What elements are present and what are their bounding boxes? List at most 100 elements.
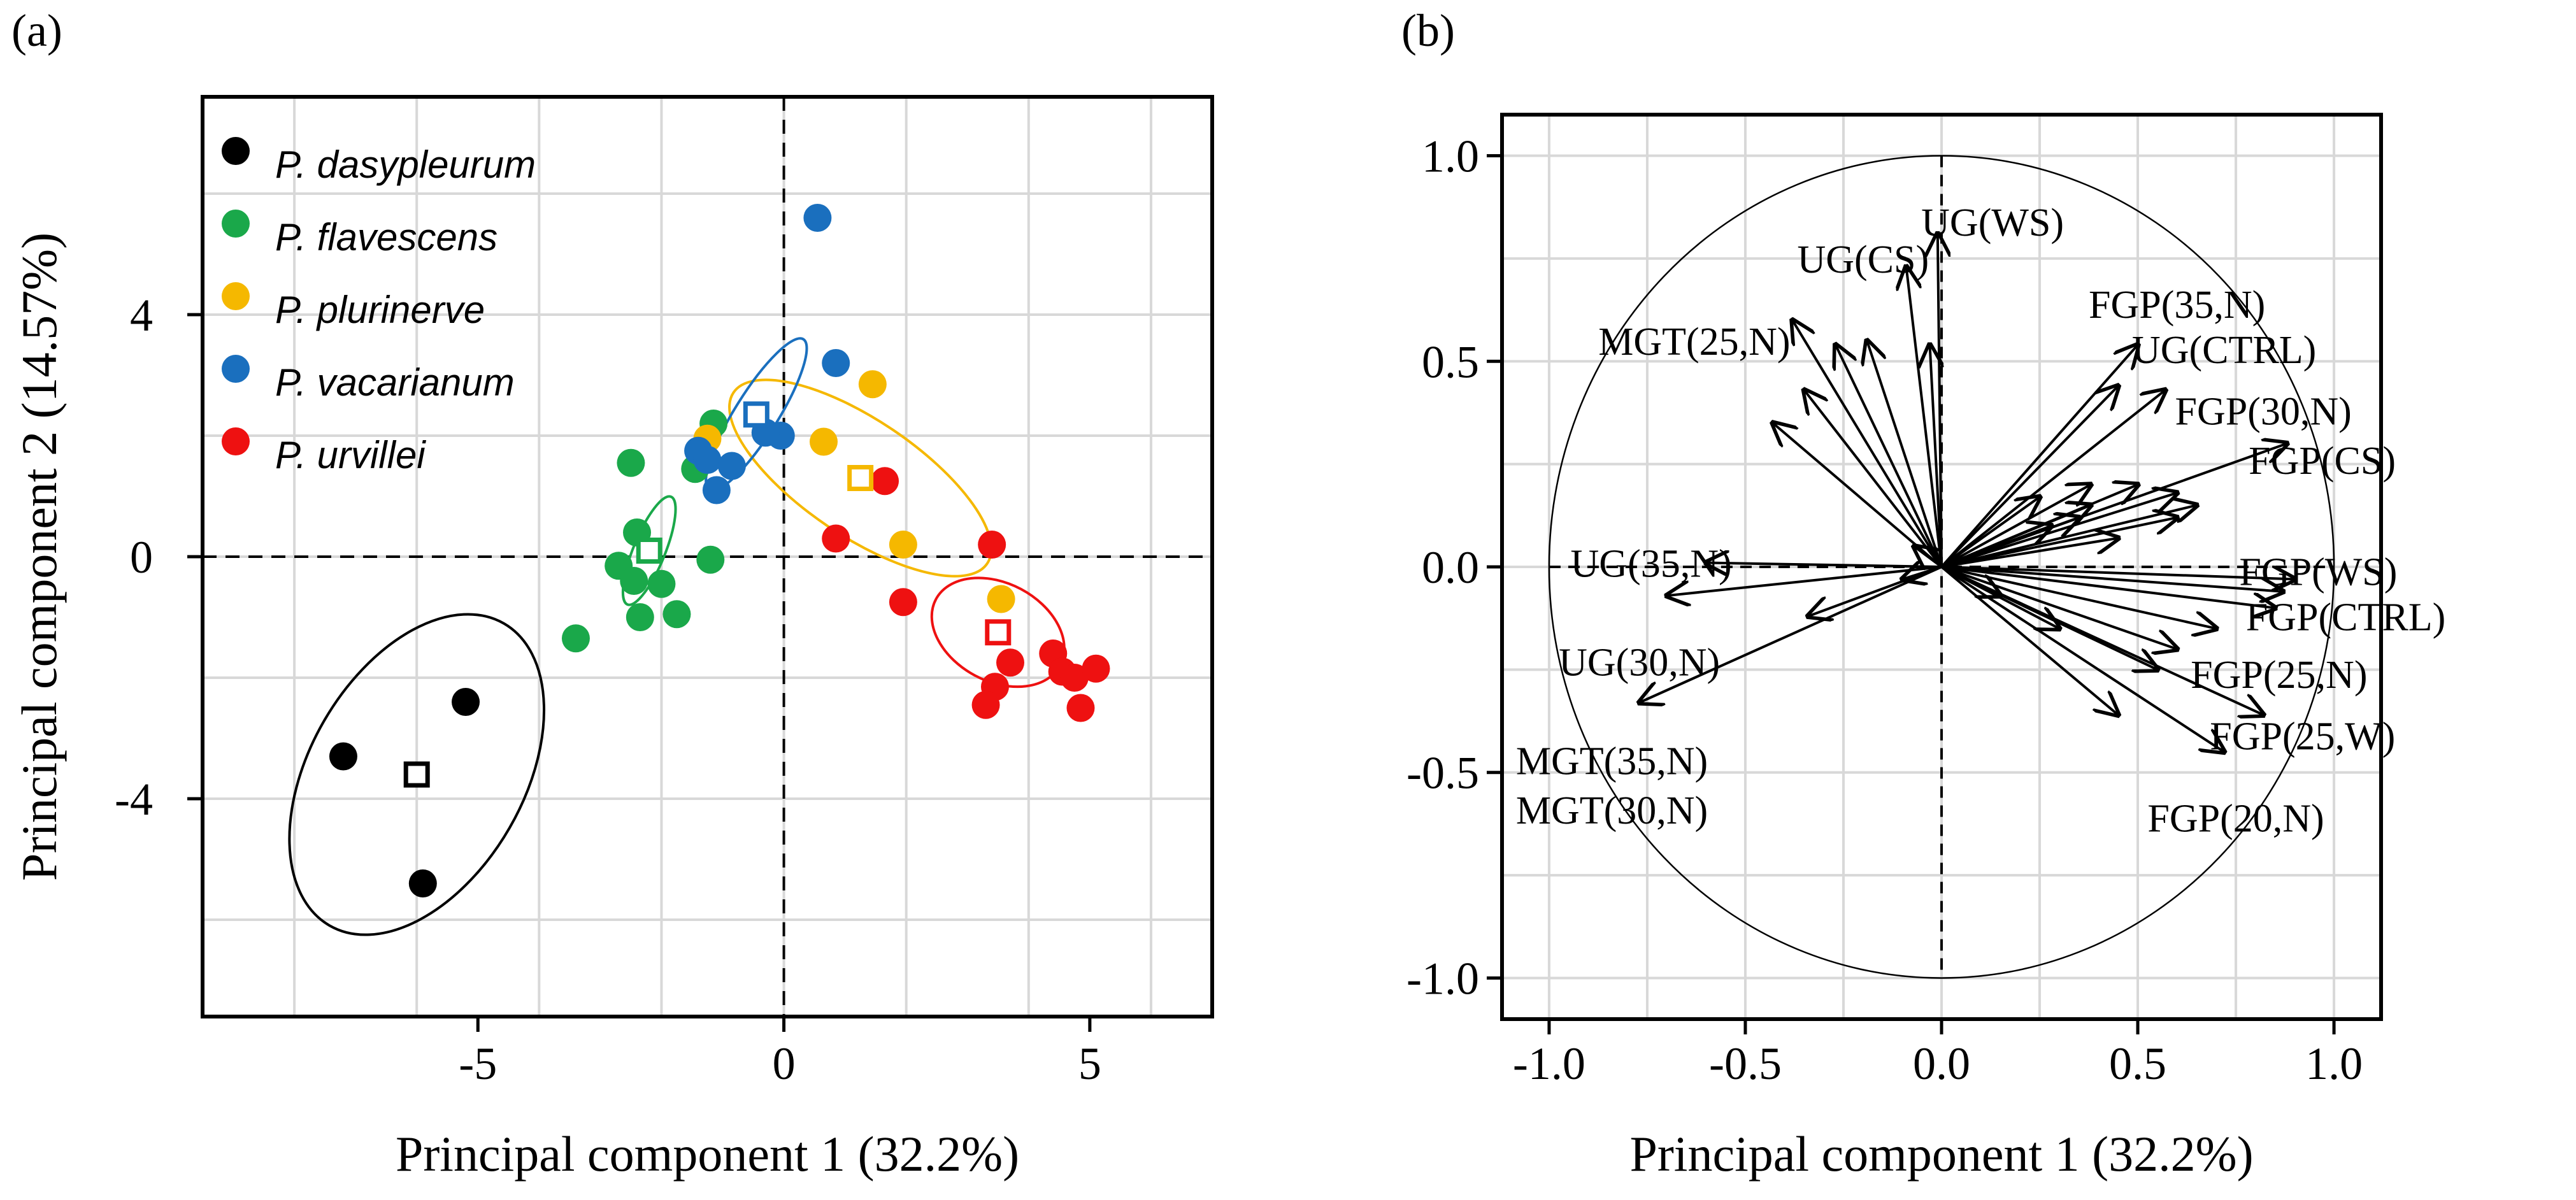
panel-a: -5 0 5 -4 0 4 Principal component 1 (32.2%) Pri…: [11, 5, 1214, 1182]
data-point: [803, 204, 832, 232]
x-tick-label: -5: [459, 1038, 497, 1089]
data-point: [717, 452, 746, 480]
variable-label: UG(WS): [1921, 201, 2064, 245]
loading-vector: [1940, 386, 2118, 568]
y-tick-label: 4: [130, 290, 153, 341]
y-tick-label: -4: [115, 774, 153, 825]
legend-marker: [222, 427, 250, 455]
loading-vector: [1640, 566, 1942, 703]
data-point: [987, 585, 1015, 613]
legend-marker: [222, 210, 250, 238]
y-tick-label: -0.5: [1406, 748, 1479, 799]
variable-label: FGP(30,N): [2175, 390, 2352, 434]
variable-label: FGP(CTRL): [2246, 596, 2445, 639]
data-point: [702, 476, 731, 504]
y-tick-label: -1.0: [1406, 953, 1479, 1004]
variable-label: MGT(30,N): [1516, 789, 1708, 832]
loading-vector: [1941, 566, 2059, 629]
data-point: [662, 600, 691, 629]
variable-label: UG(30,N): [1559, 641, 1720, 684]
data-point: [871, 467, 899, 496]
group-centroid: [403, 761, 430, 788]
data-point: [889, 531, 917, 559]
panel-label: (b): [1401, 5, 1455, 56]
data-point: [889, 588, 917, 617]
data-point: [626, 603, 654, 631]
loading-vector: [1941, 566, 2294, 579]
loading-vector: [1867, 341, 1943, 568]
data-point: [561, 624, 590, 653]
loading-vector: [1941, 525, 2052, 568]
legend: P. dasypleurum P. flavescens P. plurinerve…: [222, 137, 536, 476]
loading-vector: [1940, 566, 2118, 715]
loading-vector: [1667, 566, 1942, 596]
y-tick-label: 0: [130, 532, 153, 583]
loading-vector: [1773, 423, 1943, 568]
variable-label: UG(CTRL): [2132, 329, 2316, 372]
data-point: [696, 545, 725, 574]
variable-label: FGP(35,N): [2089, 283, 2265, 327]
loading-vector: [1938, 234, 1942, 568]
x-tick-label: 1.0: [2305, 1038, 2363, 1089]
data-point: [996, 648, 1024, 677]
panel-b: UG(WS)UG(CS)MGT(25,N) FGP(35,N)UG(CTRL) FG…: [1401, 5, 2445, 1182]
data-point: [620, 567, 648, 595]
loading-vector: [1941, 485, 2091, 568]
legend-label: P. flavescens: [275, 216, 497, 259]
x-tick-label: 0: [773, 1038, 796, 1089]
loading-vector: [1941, 566, 2177, 649]
loading-vector: [1930, 345, 1942, 568]
variable-label: MGT(25,N): [1598, 320, 1790, 364]
variable-label: FGP(20,N): [2147, 797, 2324, 841]
x-tick-label: 0.0: [1913, 1038, 1970, 1089]
data-point: [822, 349, 850, 377]
legend-marker: [222, 355, 250, 383]
x-tick-label: -1.0: [1513, 1038, 1585, 1089]
confidence-ellipse: [728, 378, 993, 578]
data-point: [617, 448, 645, 477]
x-tick-label: 0.5: [2109, 1038, 2166, 1089]
legend-label: P. dasypleurum: [275, 143, 536, 186]
group-centroid: [743, 401, 769, 428]
variable-label: FGP(WS): [2239, 550, 2397, 594]
variable-label: FGP(25,N): [2191, 654, 2367, 697]
data-point: [858, 370, 887, 399]
loading-vector: [1940, 497, 2040, 568]
y-axis-label: Principal component 2 (14.57%): [11, 232, 67, 881]
x-tick-label: 5: [1078, 1038, 1101, 1089]
variable-label: UG(CS): [1797, 238, 1929, 282]
loading-vector: [1940, 566, 2224, 752]
loading-vector: [1941, 538, 2118, 568]
data-point: [408, 869, 437, 897]
data-point: [693, 446, 722, 474]
y-tick-label: 1.0: [1422, 131, 1479, 182]
y-tick-label: 0.5: [1422, 336, 1479, 387]
loading-vector: [1907, 267, 1943, 568]
group-centroid: [847, 465, 874, 491]
data-point: [329, 742, 357, 771]
data-point: [1082, 654, 1110, 683]
x-axis-label: Principal component 1 (32.2%): [396, 1126, 1019, 1182]
data-point: [978, 531, 1006, 559]
confidence-ellipse: [288, 613, 546, 936]
variable-label: MGT(35,N): [1516, 739, 1708, 783]
legend-label: P. vacarianum: [275, 361, 515, 404]
group-centroid: [636, 538, 662, 564]
data-point: [810, 427, 838, 456]
data-point: [971, 690, 1000, 719]
variable-label: FGP(25,W): [2210, 715, 2395, 759]
variable-label: FGP(CS): [2249, 439, 2396, 483]
variable-label: UG(35,N): [1571, 543, 1732, 586]
loading-vector: [1792, 320, 1943, 568]
loading-vector: [1804, 390, 1943, 568]
legend-label: P. urvillei: [275, 434, 426, 476]
data-point: [822, 524, 850, 553]
x-tick-label: -0.5: [1709, 1038, 1782, 1089]
loading-vector: [1914, 546, 1943, 567]
loading-vector: [1941, 566, 2275, 608]
group-centroid: [985, 619, 1012, 646]
data-point: [647, 569, 676, 598]
x-axis-label: Principal component 1 (32.2%): [1629, 1126, 2253, 1182]
loading-vector: [1941, 518, 2177, 568]
